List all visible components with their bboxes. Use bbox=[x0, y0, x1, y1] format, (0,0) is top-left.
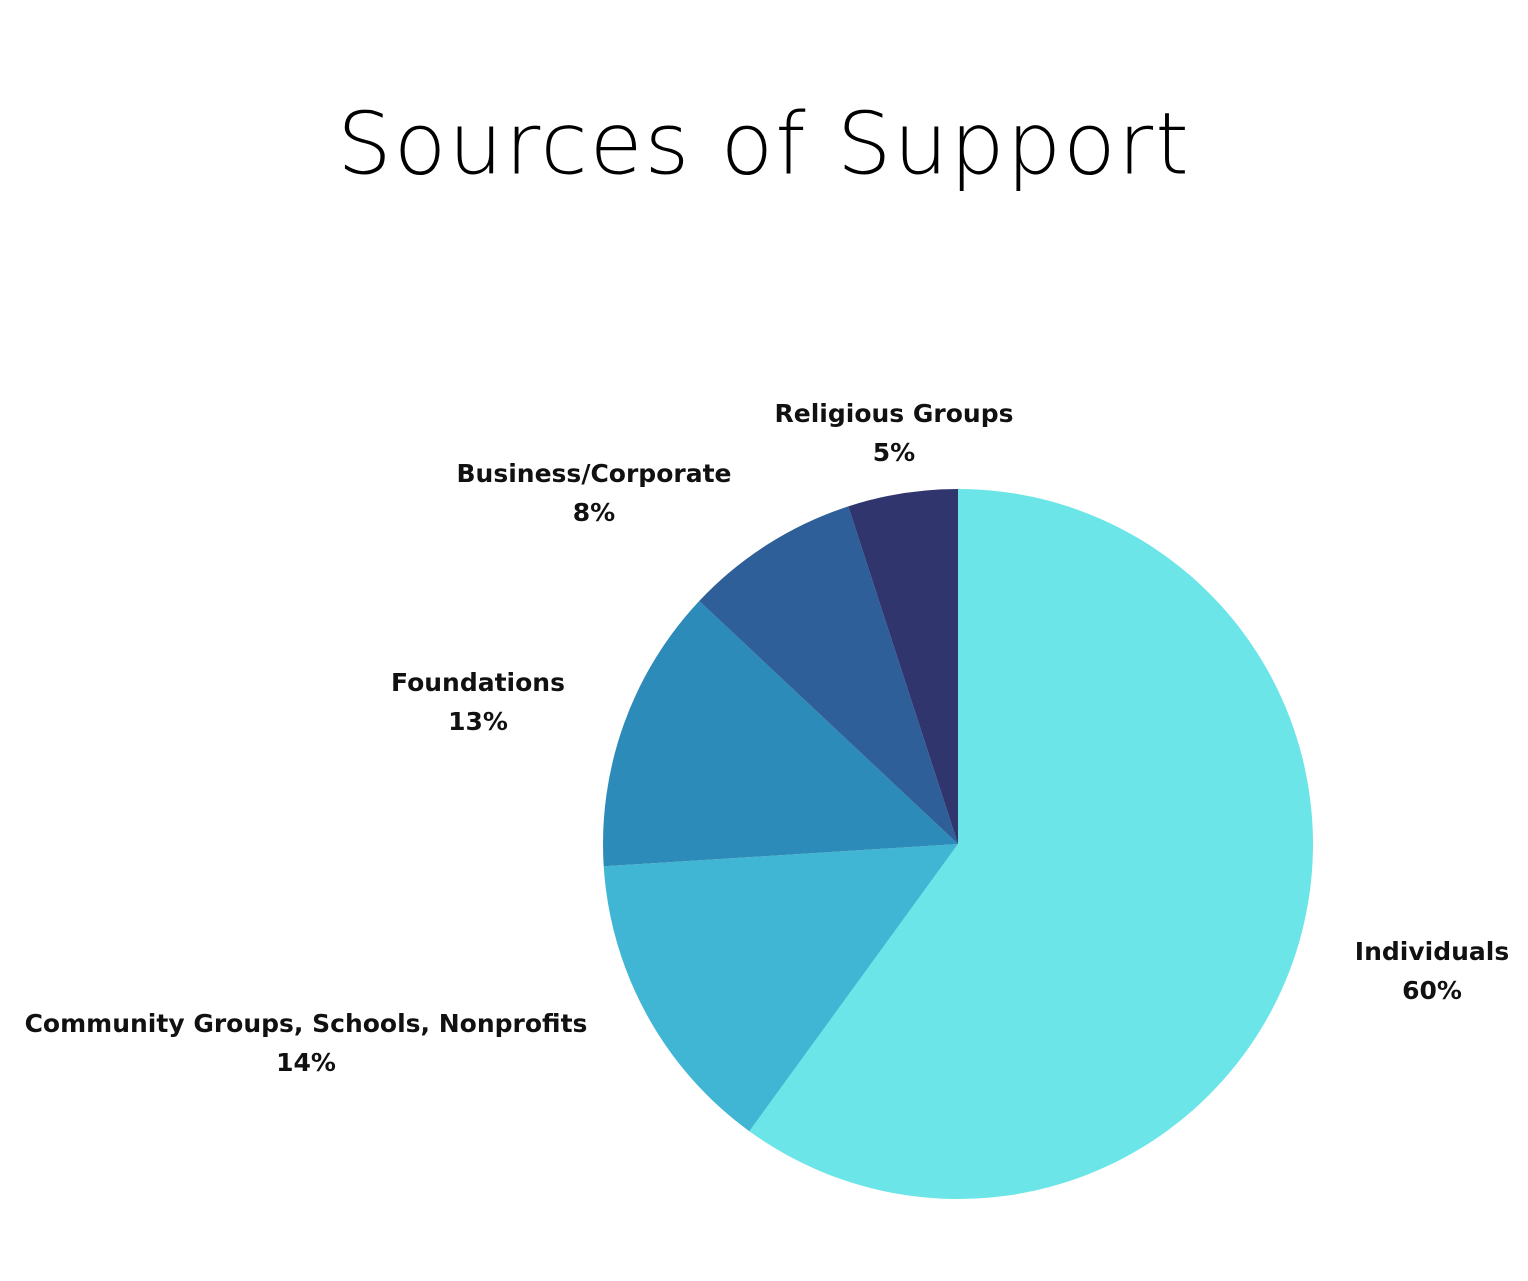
slice-value-label: 8% bbox=[573, 498, 615, 527]
pie-slice bbox=[602, 600, 958, 867]
slice-value-label: 60% bbox=[1402, 976, 1462, 1005]
pie-slice bbox=[749, 489, 1314, 1199]
chart-title: Sources of Support bbox=[337, 95, 1191, 195]
slice-value-label: 13% bbox=[448, 707, 508, 736]
pie-slice bbox=[603, 844, 958, 1132]
slice-label: Community Groups, Schools, Nonprofits bbox=[25, 1009, 588, 1038]
slice-label: Individuals bbox=[1355, 937, 1509, 966]
pie-slice bbox=[848, 489, 958, 844]
pie-slice bbox=[699, 506, 958, 844]
slice-value-label: 5% bbox=[873, 438, 915, 467]
slice-label: Business/Corporate bbox=[457, 459, 732, 488]
slice-label: Foundations bbox=[391, 668, 565, 697]
slice-label: Religious Groups bbox=[775, 399, 1014, 428]
slice-value-label: 14% bbox=[276, 1048, 336, 1077]
